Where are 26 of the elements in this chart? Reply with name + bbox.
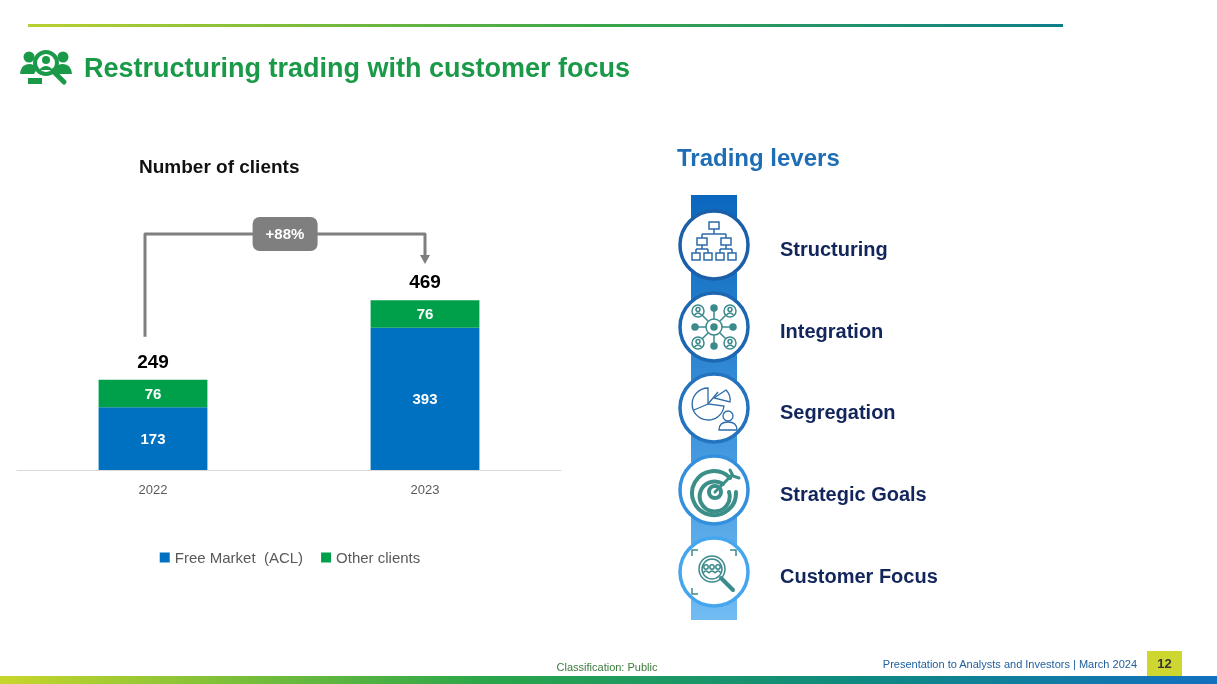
x-tick-label: 2022 [138, 482, 168, 497]
bar [370, 300, 480, 328]
data-label: 76 [416, 305, 434, 323]
bar [370, 327, 480, 470]
text: Presentation to Analysts and Investors | March 2024 [882, 657, 1137, 671]
data-label: 393 [412, 390, 438, 408]
data-label: 76 [144, 385, 162, 403]
text: Structuring [780, 237, 888, 261]
text: 12 [1147, 651, 1182, 676]
bar [98, 407, 208, 470]
text: Integration [780, 318, 884, 343]
text: +88% [252, 217, 318, 252]
text: Restructuring trading with customer focus [84, 52, 631, 84]
x-tick-label: 2023 [410, 482, 440, 497]
text: Classification: Public [556, 660, 658, 674]
legend-label: Free Market (ACL) [174, 549, 304, 566]
data-label: 173 [140, 430, 166, 448]
total-label: 469 [409, 271, 441, 293]
total-label: 249 [137, 350, 169, 372]
text: Customer Focus [780, 563, 938, 588]
text: Trading levers [677, 144, 840, 172]
chart-title: Number of clients [139, 156, 300, 177]
legend-label: Other clients [336, 549, 421, 566]
text: Segregation [780, 400, 896, 425]
text: Strategic Goals [780, 482, 927, 507]
bar [98, 379, 208, 408]
